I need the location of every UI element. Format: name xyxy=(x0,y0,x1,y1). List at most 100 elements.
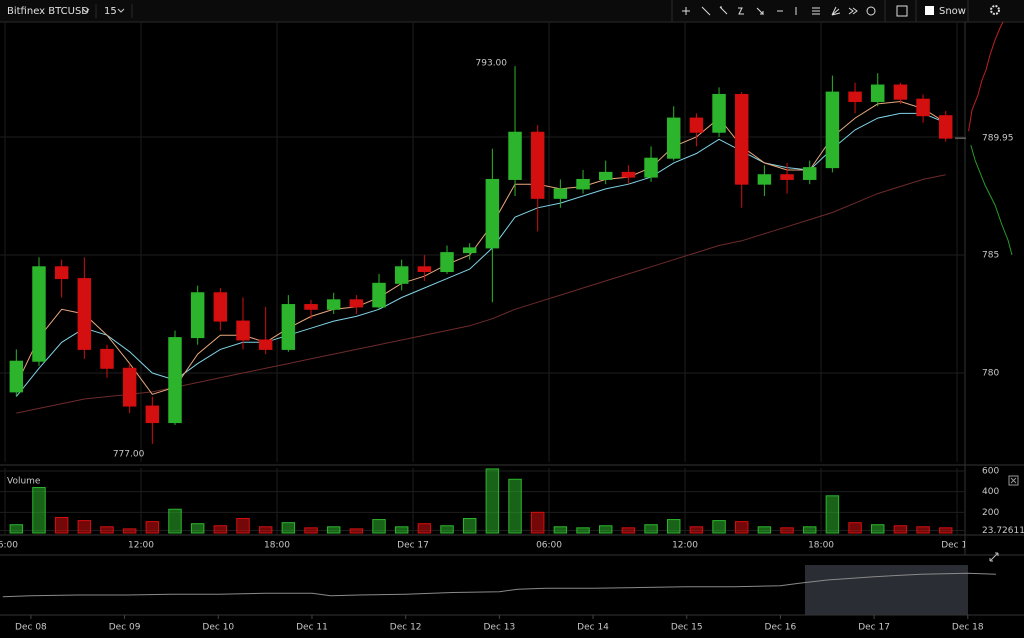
candle-body xyxy=(485,178,500,249)
depth-bid xyxy=(967,134,1013,256)
volume-bar xyxy=(168,508,182,534)
volume-bar xyxy=(644,524,658,534)
navigator-label: Dec 18 xyxy=(952,623,984,633)
volume-bar xyxy=(689,526,704,534)
interval-label[interactable]: 15 xyxy=(104,6,117,17)
candle-body xyxy=(893,84,908,100)
volume-bar xyxy=(236,518,250,534)
candle-body xyxy=(598,171,613,180)
navigator-label: Dec 12 xyxy=(390,623,422,633)
candle-body xyxy=(553,188,568,199)
candle-body xyxy=(394,266,409,284)
volume-bar xyxy=(77,520,92,534)
x-tick-label: 12:00 xyxy=(672,541,698,551)
navigator-label: Dec 16 xyxy=(765,623,797,633)
volume-bar xyxy=(621,527,636,534)
group xyxy=(0,22,965,462)
x-tick-label: Dec 18 xyxy=(941,541,973,551)
theme-checkbox[interactable] xyxy=(925,6,934,15)
screenshot-icon[interactable] xyxy=(896,5,908,17)
toolbar-bg xyxy=(0,0,1024,22)
symbol-label[interactable]: Bitfinex BTCUSD xyxy=(7,6,89,17)
candle-body xyxy=(145,405,160,424)
candle-body xyxy=(9,360,24,393)
x-tick-label: 12:00 xyxy=(128,541,154,551)
candle-body xyxy=(938,115,953,139)
candle-body xyxy=(508,131,522,180)
navigator-selection[interactable] xyxy=(805,565,968,615)
volume-bar xyxy=(372,519,386,534)
candle-body xyxy=(349,299,364,308)
volume-bar xyxy=(757,526,772,534)
candle-body xyxy=(190,292,205,339)
volume-bar xyxy=(281,522,296,534)
candle-body xyxy=(757,174,772,185)
group: 06:00 12:00 18:00 Dec 17 06:00 12:00 18:00 Dec … xyxy=(0,541,973,551)
volume-bar xyxy=(213,525,228,534)
volume-bar xyxy=(462,518,477,534)
volume-bar xyxy=(440,525,454,534)
candle-body xyxy=(417,266,432,273)
volume-bar xyxy=(893,525,908,534)
volume-tick-label: 400 xyxy=(982,487,999,497)
candle-body xyxy=(530,131,545,199)
settings-icon[interactable] xyxy=(990,5,1000,15)
candle-body xyxy=(213,292,228,322)
volume-bar xyxy=(598,525,613,534)
volume-tick-label: 600 xyxy=(982,466,999,476)
volume-bar xyxy=(870,524,885,534)
volume-bar xyxy=(780,527,794,534)
group xyxy=(9,468,953,534)
candle-body xyxy=(689,117,704,133)
candle-body xyxy=(77,278,92,350)
candle-body xyxy=(848,91,862,103)
candle-body xyxy=(168,337,182,424)
theme-label[interactable]: Snow xyxy=(939,6,966,17)
volume-bar xyxy=(32,487,46,534)
volume-bar xyxy=(485,468,500,534)
candle-body xyxy=(734,93,749,185)
navigator-label: Dec 17 xyxy=(858,623,890,633)
volume-bar xyxy=(916,526,930,534)
candle-body xyxy=(440,252,454,273)
volume-bar xyxy=(553,526,568,534)
candle-body xyxy=(54,266,69,280)
volume-bar xyxy=(848,522,862,534)
candle-body xyxy=(780,174,794,180)
candle-body xyxy=(258,339,273,350)
toolbar: Bitfinex BTCUSD 15 Snow xyxy=(0,0,1024,23)
x-tick-label: 18:00 xyxy=(808,541,834,551)
volume-bar xyxy=(508,478,522,534)
close-pane-icon[interactable] xyxy=(1008,475,1019,486)
navigator-label: Dec 15 xyxy=(671,623,703,633)
x-tick-label: 18:00 xyxy=(264,541,290,551)
candle-body xyxy=(802,167,817,180)
candle-body xyxy=(621,171,636,178)
volume-bar xyxy=(417,523,432,534)
candle-body xyxy=(712,93,726,133)
navigator-label: Dec 14 xyxy=(577,623,609,633)
candle-body xyxy=(825,91,840,169)
drawing-tools[interactable] xyxy=(682,6,876,16)
dropdown-icon xyxy=(117,8,125,13)
close-pane-icon xyxy=(1010,477,1017,484)
expand-icon[interactable] xyxy=(989,552,999,562)
candle-body xyxy=(870,84,885,103)
volume-bar xyxy=(258,526,273,534)
x-tick-label: 06:00 xyxy=(0,541,18,551)
candle-body xyxy=(100,348,114,369)
y-tick-label: 780 xyxy=(982,369,999,379)
volume-bar xyxy=(54,516,69,534)
candle-body xyxy=(326,299,341,310)
candle-body xyxy=(666,117,681,159)
volume-bar xyxy=(938,527,953,534)
candle-body xyxy=(372,282,386,308)
volume-title: Volume xyxy=(7,477,41,487)
x-tick-label: 06:00 xyxy=(536,541,562,551)
volume-bar xyxy=(326,526,341,534)
volume-bar xyxy=(145,521,160,534)
depth-ask xyxy=(967,21,1004,136)
candle-body xyxy=(576,178,590,190)
